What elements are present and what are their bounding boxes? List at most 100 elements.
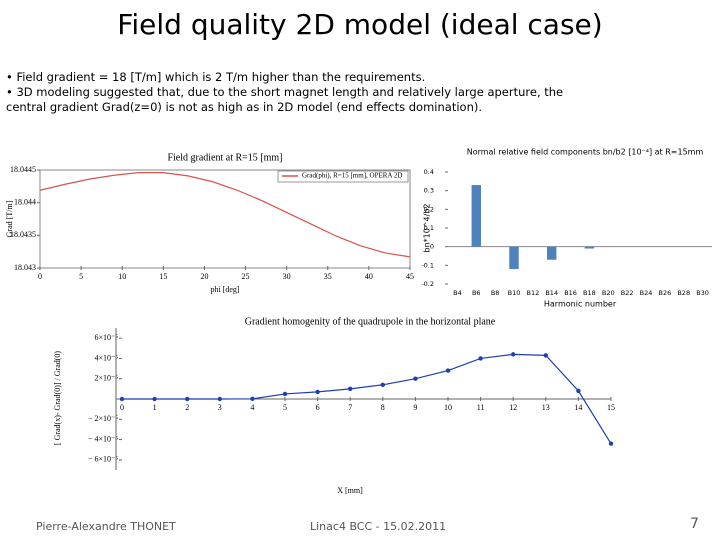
x-tick-label: 1 [153,403,157,412]
legend-box [277,170,409,183]
data-point [543,353,548,358]
y-tick-label: − 6×10⁻⁵ [88,455,118,464]
bar [509,246,519,270]
x-tick-label: 0 [38,272,42,281]
y-tick-label: 2×10⁻⁵ [94,374,118,383]
x-tick-label: 40 [365,272,373,281]
footer-author: Pierre-Alexandre THONET [36,520,176,533]
x-axis-label: phi [deg] [210,285,239,294]
bullet-list: Field gradient = 18 [T/m] which is 2 T/m… [6,70,566,115]
chart-title: Normal relative field components bn/b2 [… [467,148,704,157]
y-axis-label: Grad [T/m] [5,200,14,237]
x-tick-label: B4 [453,289,462,297]
y-tick-label: 0.1 [424,224,434,232]
data-point [250,396,255,402]
chart-title: Gradient homogenity of the quadrupole in… [245,316,496,327]
bar [547,246,557,260]
data-point [413,376,418,381]
bar [471,185,481,247]
data-point [608,441,614,446]
y-tick-label: − 4×10⁻⁵ [88,434,118,443]
data-point [282,391,288,397]
y-tick-label: − 2×10⁻⁵ [88,414,118,423]
x-tick-label: 6 [316,403,320,412]
x-tick-label: B24 [640,289,653,297]
x-tick-label: 5 [79,272,83,281]
bullet: 3D modeling suggested that, due to the s… [6,85,566,115]
y-tick-label: 6×10⁻⁵ [94,333,118,342]
data-point [445,368,451,373]
x-tick-label: 3 [218,403,222,412]
x-tick-label: B16 [564,289,577,297]
y-tick-label: 18.043 [14,263,36,272]
plot-frame [39,169,411,269]
y-tick-label: -0.1 [421,261,434,269]
x-tick-label: 15 [607,403,615,412]
data-point [478,356,483,361]
y-axis-label: bn*10^4/b2 [423,204,432,253]
x-axis-label: Harmonic number [544,300,617,309]
footer-event: Linac4 BCC - 15.02.2011 [310,520,447,533]
x-tick-label: 20 [200,272,208,281]
legend-label: Grad(phi), R=15 [mm], OPERA 2D [302,172,402,180]
x-tick-label: 7 [348,403,352,412]
x-tick-label: B30 [696,289,709,297]
page-number: 7 [690,516,699,532]
y-tick-label: 0.4 [424,168,434,176]
data-line [39,172,411,258]
x-tick-label: B26 [658,289,671,297]
x-tick-label: B28 [677,289,690,297]
x-tick-label: 14 [574,403,582,412]
x-tick-label: B12 [526,289,539,297]
bullet: Field gradient = 18 [T/m] which is 2 T/m… [6,70,566,85]
y-tick-label: 18.0435 [10,230,36,239]
x-tick-label: 4 [250,403,254,412]
x-tick-label: 10 [118,272,126,281]
x-tick-label: 15 [159,272,167,281]
x-tick-label: 13 [542,403,550,412]
x-tick-label: 2 [185,403,189,412]
x-tick-label: 25 [242,272,250,281]
x-tick-label: 45 [406,272,414,281]
data-point [152,396,157,402]
x-tick-label: B18 [583,289,596,297]
data-point [217,396,222,402]
data-point [348,386,353,392]
slide-title: Field quality 2D model (ideal case) [117,8,603,41]
data-point [315,389,320,395]
x-tick-label: B20 [602,289,615,297]
y-tick-label: 4×10⁻⁵ [94,353,118,362]
y-tick-label: 0.3 [424,187,434,195]
x-tick-label: B8 [491,289,500,297]
x-tick-label: B10 [508,289,521,297]
x-tick-label: 5 [283,403,287,412]
y-tick-label: 18.0445 [10,165,36,174]
x-tick-label: 9 [413,403,417,412]
y-tick-label: 0 [430,243,434,251]
x-tick-label: B22 [621,289,634,297]
data-point [511,352,516,357]
x-tick-label: B14 [545,289,558,297]
y-axis-label: [ Grad(x)- Grad(0)] / Grad(0) [53,351,62,446]
y-tick-label: -0.2 [421,280,434,288]
x-tick-label: 11 [477,403,485,412]
data-point [380,382,385,387]
x-tick-label: 35 [324,272,332,281]
data-line [122,353,612,444]
bar [584,246,595,249]
x-tick-label: 0 [120,403,124,412]
data-point [576,388,581,394]
x-tick-label: 10 [444,403,452,412]
y-tick-label: 0.2 [424,205,434,213]
x-tick-label: 30 [283,272,291,281]
data-point [185,396,190,402]
x-axis-label: X [mm] [337,486,363,495]
chart-title: Field gradient at R=15 [mm] [167,152,282,163]
data-point [119,396,125,402]
y-tick-label: 18.044 [14,197,36,206]
x-tick-label: 12 [509,403,517,412]
x-tick-label: B6 [472,289,481,297]
x-tick-label: 8 [381,403,385,412]
